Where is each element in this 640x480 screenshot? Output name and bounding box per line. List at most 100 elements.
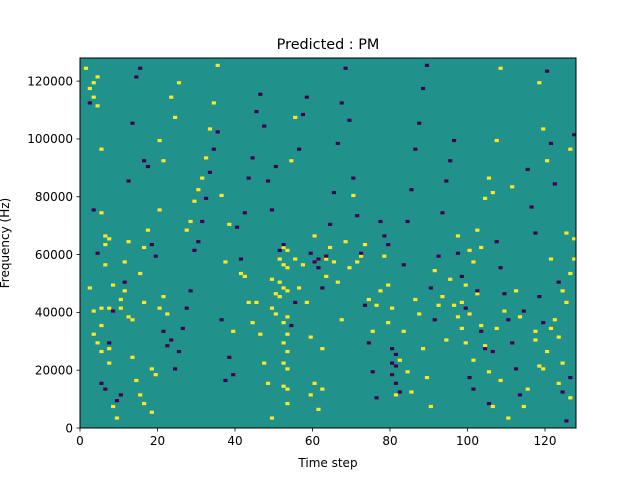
heatmap-cell-high bbox=[99, 306, 104, 310]
heatmap-cell-high bbox=[525, 387, 530, 391]
heatmap-cell-low bbox=[463, 306, 468, 310]
heatmap-cell-high bbox=[281, 321, 286, 325]
heatmap-cell-high bbox=[467, 312, 472, 316]
heatmap-cell-high bbox=[568, 147, 573, 151]
heatmap-cell-low bbox=[393, 364, 399, 368]
heatmap-cell-low bbox=[386, 243, 391, 247]
heatmap-cell-low bbox=[572, 133, 577, 137]
heatmap-cell-high bbox=[285, 248, 290, 252]
heatmap-cell-low bbox=[180, 326, 185, 331]
heatmap-cell-low bbox=[289, 323, 294, 328]
heatmap-cell-high bbox=[281, 245, 286, 250]
heatmap-cell-high bbox=[320, 387, 325, 391]
heatmap-cell-high bbox=[281, 341, 286, 345]
heatmap-cell-high bbox=[223, 260, 228, 264]
heatmap-cell-high bbox=[269, 306, 275, 310]
heatmap-cell-high bbox=[537, 364, 542, 368]
x-tick-label: 80 bbox=[382, 434, 397, 448]
heatmap-cell-high bbox=[537, 81, 542, 85]
heatmap-cell-low bbox=[405, 219, 410, 224]
heatmap-cell-high bbox=[444, 338, 449, 342]
heatmap-cell-low bbox=[556, 280, 561, 284]
heatmap-cell-high bbox=[161, 295, 166, 299]
heatmap-cell-low bbox=[374, 396, 379, 400]
heatmap-cell-high bbox=[432, 269, 437, 273]
heatmap-cell-high bbox=[386, 283, 391, 287]
heatmap-cell-low bbox=[134, 75, 139, 79]
heatmap-cell-high bbox=[304, 300, 309, 304]
heatmap-cell-high bbox=[285, 266, 290, 270]
heatmap-cell-high bbox=[254, 300, 259, 304]
heatmap-cell-high bbox=[308, 335, 313, 339]
heatmap-cell-high bbox=[215, 63, 220, 67]
heatmap-cell-high bbox=[448, 277, 453, 281]
plot-area bbox=[79, 57, 577, 429]
heatmap-cell-low bbox=[521, 309, 526, 313]
heatmap-cell-high bbox=[103, 243, 108, 247]
chart-title: Predicted : PM bbox=[277, 37, 380, 53]
heatmap-cell-high bbox=[471, 358, 476, 362]
heatmap-cell-low bbox=[165, 344, 170, 348]
heatmap-cell-high bbox=[111, 404, 116, 409]
heatmap-cell-high bbox=[165, 312, 170, 316]
heatmap-cell-low bbox=[471, 387, 476, 391]
heatmap-cell-high bbox=[149, 410, 154, 414]
heatmap-cell-high bbox=[173, 115, 178, 119]
heatmap-cell-high bbox=[285, 289, 290, 293]
heatmap-cell-low bbox=[281, 243, 286, 247]
heatmap-cell-low bbox=[498, 266, 503, 270]
heatmap-cell-high bbox=[277, 295, 282, 299]
heatmap-cell-low bbox=[184, 306, 189, 310]
heatmap-cell-high bbox=[269, 416, 275, 420]
heatmap-cell-high bbox=[99, 323, 104, 328]
heatmap-cell-high bbox=[157, 306, 162, 310]
heatmap-cell-high bbox=[145, 228, 151, 232]
heatmap-cell-high bbox=[572, 257, 577, 261]
heatmap-cell-low bbox=[390, 347, 395, 351]
heatmap-cell-low bbox=[122, 280, 127, 284]
y-tick-label: 120000 bbox=[27, 74, 73, 88]
heatmap-cell-low bbox=[227, 355, 232, 359]
heatmap-cell-high bbox=[572, 237, 577, 241]
heatmap-cell-low bbox=[393, 352, 399, 357]
heatmap-cell-high bbox=[486, 370, 492, 374]
heatmap-cell-low bbox=[421, 86, 426, 91]
heatmap-cell-high bbox=[510, 185, 515, 189]
heatmap-cell-high bbox=[87, 286, 92, 290]
heatmap-cell-high bbox=[126, 240, 131, 244]
heatmap-cell-low bbox=[293, 300, 298, 304]
heatmap-cell-low bbox=[238, 257, 244, 261]
heatmap-cell-high bbox=[498, 66, 503, 70]
heatmap-cell-high bbox=[486, 176, 492, 180]
heatmap-cell-low bbox=[173, 367, 178, 371]
heatmap-cell-low bbox=[153, 254, 158, 258]
heatmap-cell-high bbox=[548, 326, 554, 331]
heatmap-cell-high bbox=[103, 234, 108, 238]
heatmap-cell-high bbox=[440, 295, 445, 299]
heatmap-cell-low bbox=[514, 367, 519, 371]
heatmap-cell-low bbox=[490, 349, 495, 354]
heatmap-cell-high bbox=[273, 292, 278, 296]
heatmap-cell-high bbox=[285, 349, 290, 354]
x-tick-label: 0 bbox=[76, 434, 84, 448]
heatmap-cell-high bbox=[83, 66, 89, 70]
heatmap-cell-low bbox=[328, 222, 333, 226]
heatmap-cell-low bbox=[316, 266, 321, 270]
heatmap-cell-high bbox=[300, 263, 306, 267]
heatmap-cell-high bbox=[99, 349, 104, 354]
heatmap-cell-high bbox=[452, 303, 457, 307]
heatmap-cell-high bbox=[494, 138, 499, 143]
heatmap-cell-low bbox=[452, 138, 457, 143]
heatmap-cell-low bbox=[378, 219, 383, 224]
heatmap-cell-high bbox=[122, 289, 127, 293]
heatmap-cell-low bbox=[114, 399, 120, 403]
heatmap-cell-high bbox=[204, 156, 209, 160]
heatmap-cell-low bbox=[494, 240, 499, 244]
heatmap-cell-high bbox=[514, 289, 519, 293]
heatmap-cell-high bbox=[293, 115, 298, 119]
heatmap-cell-high bbox=[91, 81, 96, 85]
heatmap-cell-high bbox=[277, 257, 282, 261]
heatmap-cell-low bbox=[479, 329, 484, 333]
heatmap-cell-low bbox=[312, 260, 317, 264]
